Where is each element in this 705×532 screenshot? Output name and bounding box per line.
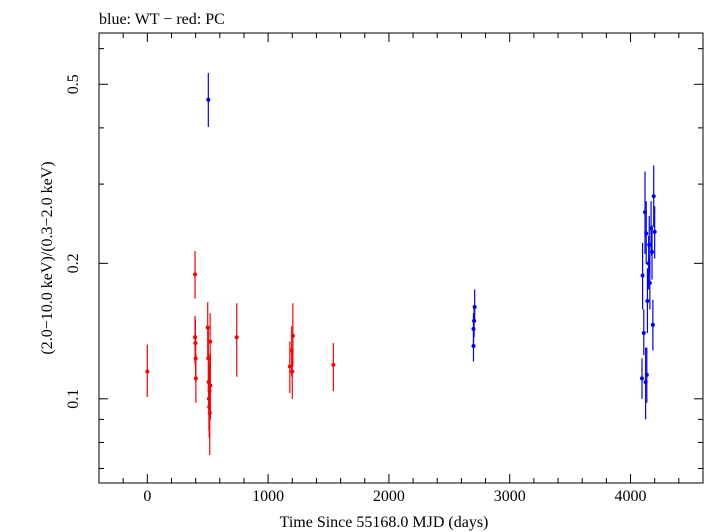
- wt-point: [471, 326, 476, 331]
- pc-point: [145, 369, 150, 374]
- pc-point: [290, 369, 295, 374]
- pc-point: [205, 325, 210, 330]
- wt-point: [644, 231, 649, 236]
- pc-point: [208, 383, 213, 388]
- wt-point: [472, 318, 477, 323]
- error-bars: [146, 72, 656, 456]
- wt-point: [644, 372, 649, 377]
- wt-point: [643, 210, 648, 215]
- wt-point: [472, 304, 477, 309]
- x-tick-label: 4000: [615, 488, 647, 505]
- pc-point: [207, 410, 212, 415]
- wt-point: [206, 97, 211, 102]
- pc-point: [193, 335, 198, 340]
- wt-point: [650, 322, 655, 327]
- pc-point: [234, 335, 239, 340]
- pc-point: [193, 376, 198, 381]
- wt-point: [643, 379, 648, 384]
- wt-point: [647, 280, 652, 285]
- wt-point: [646, 261, 651, 266]
- axis-ticks: 0 1000 2000 3000 4000 0.1 0.2 0.5: [65, 33, 704, 505]
- pc-point: [206, 379, 211, 384]
- pc-point: [193, 341, 198, 346]
- x-tick-label: 0: [143, 488, 151, 505]
- wt-point: [649, 226, 654, 231]
- pc-point: [207, 404, 212, 409]
- wt-point: [641, 331, 646, 336]
- x-tick-label: 2000: [373, 488, 405, 505]
- wt-point: [645, 298, 650, 303]
- data-points: [145, 97, 657, 415]
- plot-frame: [98, 32, 704, 484]
- wt-point: [647, 242, 652, 247]
- pc-point: [193, 356, 198, 361]
- chart-title: blue: WT − red: PC: [99, 11, 225, 28]
- x-tick-label: 3000: [494, 488, 526, 505]
- pc-point: [207, 389, 212, 394]
- wt-point: [640, 273, 645, 278]
- pc-point: [290, 333, 295, 338]
- pc-point: [208, 339, 213, 344]
- pc-point: [331, 362, 336, 367]
- x-axis-label: Time Since 55168.0 MJD (days): [280, 514, 489, 531]
- y-tick-label: 0.1: [65, 389, 82, 409]
- y-tick-label: 0.5: [65, 74, 82, 94]
- pc-point: [289, 348, 294, 353]
- y-axis-label: (2.0−10.0 keV)/(0.3−2.0 keV): [39, 161, 56, 354]
- pc-point: [287, 364, 292, 369]
- y-tick-label: 0.2: [65, 253, 82, 273]
- wt-point: [650, 249, 655, 254]
- pc-point: [193, 272, 198, 277]
- wt-point: [651, 194, 656, 199]
- pc-point: [206, 396, 211, 401]
- wt-point: [471, 344, 476, 349]
- wt-point: [639, 376, 644, 381]
- wt-point: [652, 229, 657, 234]
- x-tick-label: 1000: [252, 488, 284, 505]
- pc-point: [206, 356, 211, 361]
